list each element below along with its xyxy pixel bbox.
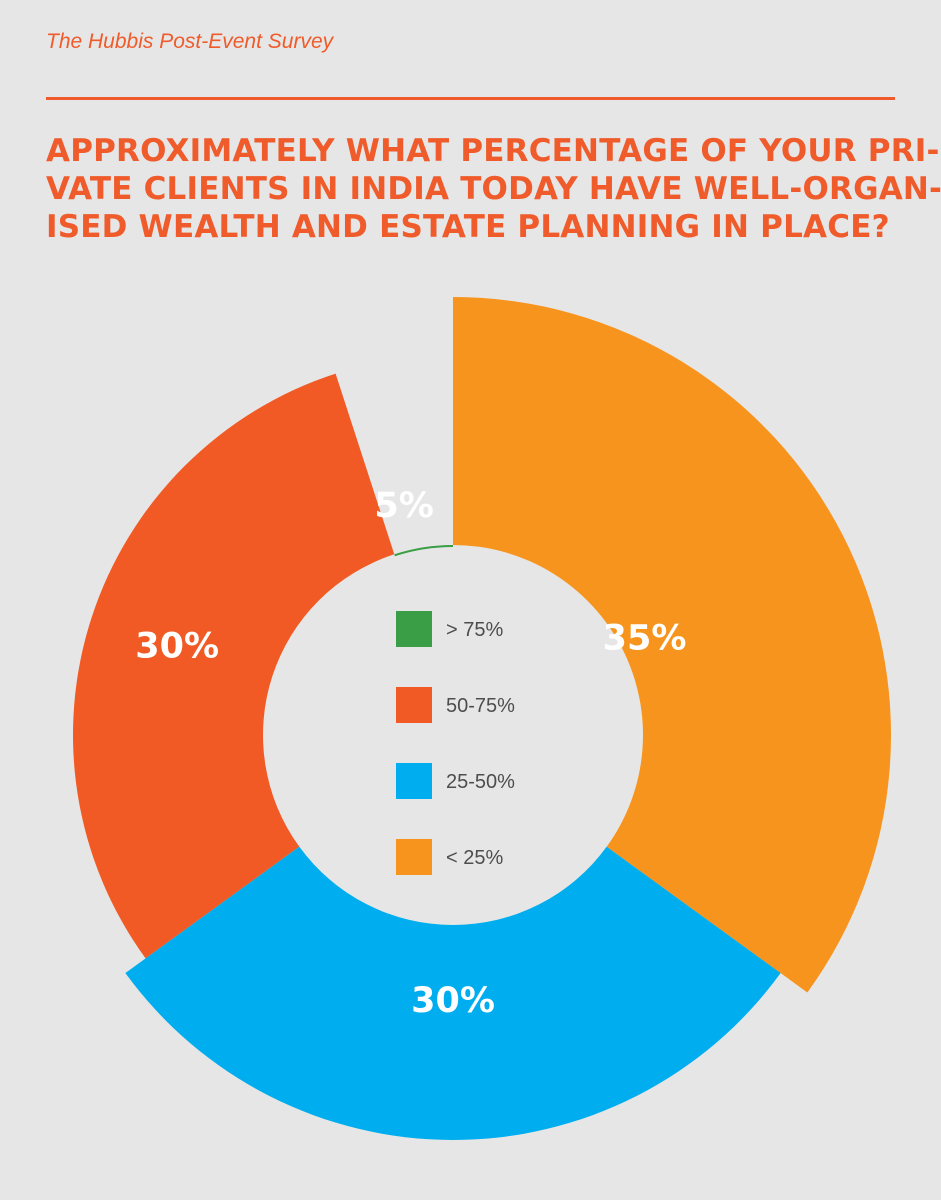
data-label-50-75: 30%: [135, 626, 219, 666]
legend-swatch-25-50: [396, 763, 432, 799]
legend-label-under-25: < 25%: [446, 847, 503, 869]
slice-50-75: [73, 373, 395, 959]
legend-swatch-under-25: [396, 839, 432, 875]
chart-title-line-3: ISED WEALTH AND ESTATE PLANNING IN PLACE…: [46, 209, 890, 245]
survey-source-label: The Hubbis Post-Event Survey: [46, 30, 334, 53]
chart-title-line-2: VATE CLIENTS IN INDIA TODAY HAVE WELL-OR…: [46, 171, 941, 207]
legend-swatch-over-75: [396, 611, 432, 647]
legend-label-over-75: > 75%: [446, 619, 503, 641]
data-label-under-25: 35%: [603, 618, 687, 658]
legend-label-50-75: 50-75%: [446, 695, 515, 717]
header-divider: [46, 97, 895, 100]
slice-under-25: [453, 297, 891, 993]
legend-swatch-50-75: [396, 687, 432, 723]
chart-title: APPROXIMATELY WHAT PERCENTAGE OF YOUR PR…: [46, 132, 941, 246]
data-label-over-75: 5%: [374, 486, 433, 526]
slice-over-75: [394, 545, 453, 557]
legend-label-25-50: 25-50%: [446, 771, 515, 793]
slice-25-50: [125, 846, 781, 1141]
data-label-25-50: 30%: [411, 981, 495, 1021]
chart-title-line-1: APPROXIMATELY WHAT PERCENTAGE OF YOUR PR…: [46, 133, 940, 169]
